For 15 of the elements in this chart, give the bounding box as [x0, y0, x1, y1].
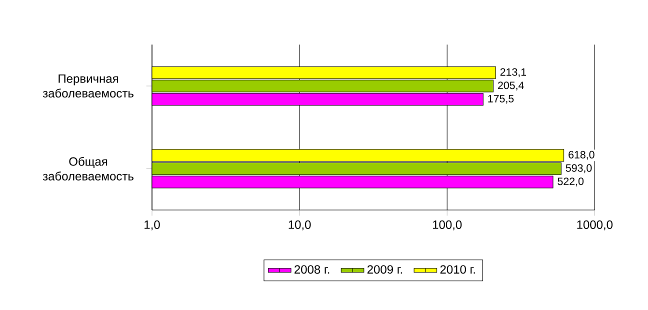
y-tick-label: Общая заболеваемость [42, 156, 134, 180]
y-tick-label: Первичная заболеваемость [42, 74, 134, 98]
x-tick-label: 10,0 [288, 220, 311, 230]
x-tick-label: 100,0 [433, 220, 462, 230]
legend-label: 2010 г. [440, 265, 475, 274]
legend-label: 2009 г. [367, 265, 402, 274]
data-label: 522,0 [558, 178, 584, 186]
data-label: 213,1 [500, 68, 526, 78]
x-tick-label: 1000,0 [577, 220, 613, 230]
data-label: 593,0 [566, 164, 592, 174]
data-label: 205,4 [498, 82, 524, 90]
x-tick-label: 1,0 [144, 220, 160, 230]
data-label: 618,0 [568, 150, 594, 160]
legend-label: 2008 г. [294, 265, 330, 274]
data-label: 175,5 [488, 94, 514, 104]
